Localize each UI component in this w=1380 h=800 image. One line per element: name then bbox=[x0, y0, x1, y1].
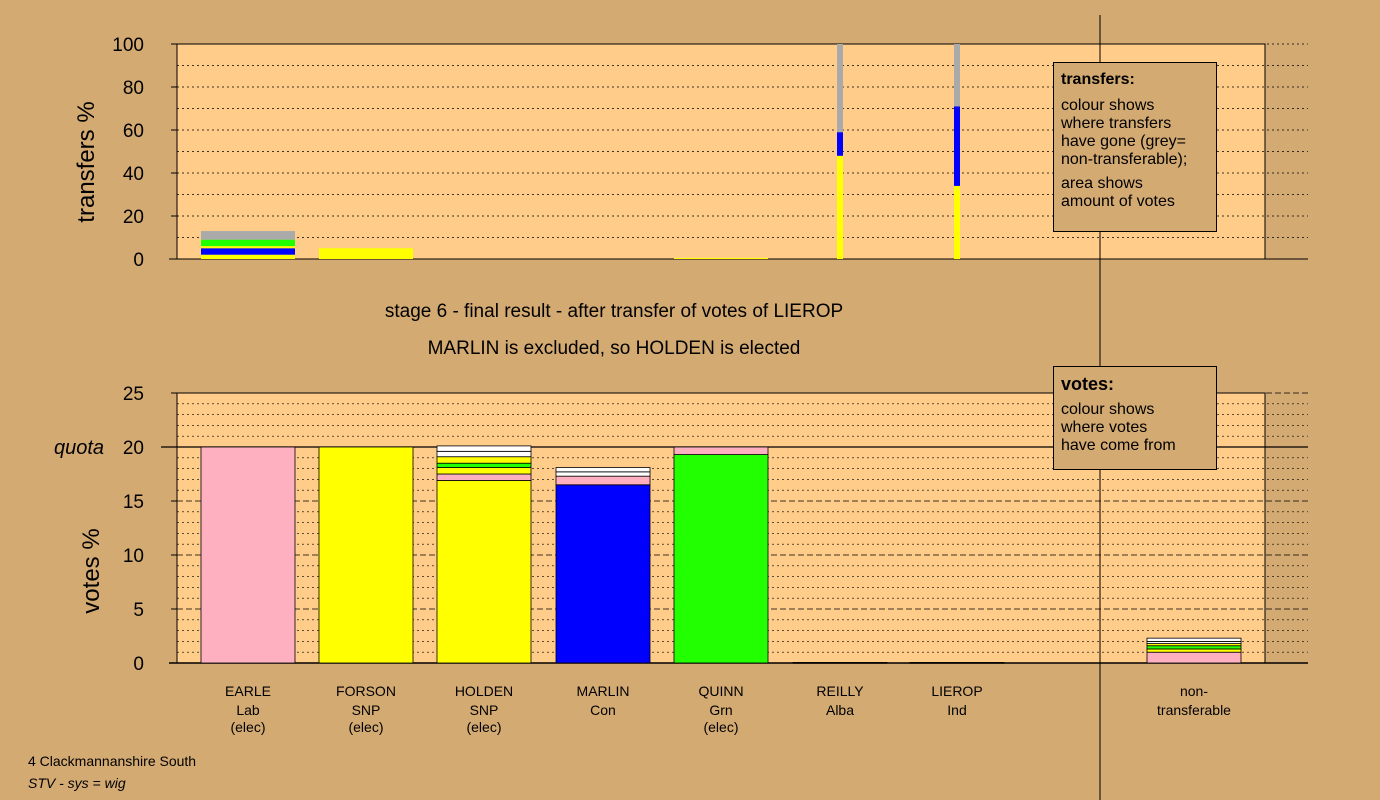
vote-bar-holden bbox=[436, 462, 532, 468]
candidate-party-label: SNP bbox=[470, 702, 499, 718]
transfer-segment-reilly bbox=[837, 132, 843, 156]
transfers-tick-label: 0 bbox=[133, 250, 144, 271]
vote-bar-quinn bbox=[673, 454, 769, 664]
constituency-label: 4 Clackmannanshire South bbox=[28, 753, 197, 769]
transfers-legend-line: amount of votes bbox=[1061, 193, 1175, 210]
transfers-tick-label: 20 bbox=[123, 207, 144, 228]
transfer-segment-earle bbox=[201, 246, 295, 249]
transfer-segment-earle bbox=[201, 239, 295, 247]
vote-bar-nontransferable bbox=[1146, 651, 1242, 664]
transfer-segment-lierop bbox=[954, 44, 960, 107]
transfer-segment-reilly bbox=[837, 155, 843, 259]
vote-bar-holden bbox=[436, 467, 532, 475]
vote-bar-holden bbox=[436, 473, 532, 481]
votes-tick-label: 15 bbox=[123, 492, 144, 513]
vote-bar-reilly bbox=[792, 662, 888, 664]
transfers-tick-label: 100 bbox=[112, 35, 144, 56]
transfers-legend-line: area shows bbox=[1061, 175, 1143, 192]
candidate-party-label: Lab bbox=[236, 702, 260, 718]
votes-tick-label: 10 bbox=[123, 546, 144, 567]
transfers-legend-line: where transfers bbox=[1061, 115, 1172, 132]
candidate-name-label: HOLDEN bbox=[455, 683, 513, 699]
transfers-tick-label: 80 bbox=[123, 78, 144, 99]
candidate-status-label: (elec) bbox=[703, 719, 738, 735]
transfer-segment-earle bbox=[201, 231, 295, 240]
votes-tick-label: 5 bbox=[133, 600, 144, 621]
candidate-party-label: SNP bbox=[352, 702, 381, 718]
vote-bar-holden bbox=[436, 445, 532, 452]
vote-bar-holden bbox=[436, 456, 532, 464]
vote-bar-marlin bbox=[555, 484, 651, 664]
transfer-segment-earle bbox=[201, 254, 295, 259]
votes-legend-line: have come from bbox=[1061, 437, 1176, 454]
candidate-party-label: Alba bbox=[826, 702, 854, 718]
candidate-name-label: REILLY bbox=[816, 683, 864, 699]
votes-axis-label: votes % bbox=[78, 528, 105, 613]
nontransferable-label: non- bbox=[1180, 683, 1208, 699]
transfers-legend-line: non-transferable); bbox=[1061, 151, 1188, 168]
candidate-status-label: (elec) bbox=[230, 719, 265, 735]
nontransferable-label: transferable bbox=[1157, 702, 1231, 718]
transfer-segment-quinn bbox=[674, 257, 768, 259]
candidate-name-label: MARLIN bbox=[577, 683, 630, 699]
candidate-name-label: EARLE bbox=[225, 683, 271, 699]
vote-bar-forson bbox=[318, 446, 414, 664]
candidate-name-label: QUINN bbox=[698, 683, 743, 699]
vote-bar-holden bbox=[436, 480, 532, 664]
candidate-status-label: (elec) bbox=[348, 719, 383, 735]
candidate-party-label: Ind bbox=[947, 702, 966, 718]
votes-legend: votes: colour shows where votes have com… bbox=[1053, 366, 1217, 470]
transfer-segment-lierop bbox=[954, 185, 960, 259]
candidate-name-label: LIEROP bbox=[931, 683, 982, 699]
transfer-segment-lierop bbox=[954, 106, 960, 186]
candidate-status-label: (elec) bbox=[466, 719, 501, 735]
votes-legend-title: votes: bbox=[1061, 374, 1115, 394]
transfers-axis-label: transfers % bbox=[73, 101, 100, 222]
candidate-name-label: FORSON bbox=[336, 683, 396, 699]
vote-bar-nontransferable bbox=[1146, 645, 1242, 650]
candidate-party-label: Grn bbox=[709, 702, 732, 718]
vote-bar-nontransferable bbox=[1146, 648, 1242, 653]
vote-bar-lierop bbox=[909, 662, 1005, 664]
transfers-tick-label: 40 bbox=[123, 164, 144, 185]
votes-tick-label: 20 bbox=[123, 438, 144, 459]
vote-bar-marlin bbox=[555, 467, 651, 473]
quota-label: quota bbox=[54, 437, 104, 459]
candidate-party-label: Con bbox=[590, 702, 616, 718]
transfers-tick-label: 60 bbox=[123, 121, 144, 142]
vote-bar-holden bbox=[436, 450, 532, 458]
votes-legend-line: colour shows bbox=[1061, 401, 1155, 418]
transfers-legend-title: transfers: bbox=[1061, 71, 1135, 88]
votes-tick-label: 25 bbox=[123, 384, 144, 405]
vote-bar-earle bbox=[200, 446, 296, 664]
transfers-legend: transfers: colour shows where transfers … bbox=[1053, 62, 1217, 232]
vote-bar-quinn bbox=[673, 446, 769, 455]
transfer-segment-forson bbox=[319, 248, 413, 259]
stage-title: stage 6 - final result - after transfer … bbox=[384, 301, 844, 322]
vote-bar-nontransferable bbox=[1146, 637, 1242, 642]
vote-bar-marlin bbox=[555, 471, 651, 477]
vote-bar-marlin bbox=[555, 475, 651, 486]
transfers-legend-line: colour shows bbox=[1061, 97, 1155, 114]
votes-legend-line: where votes bbox=[1061, 419, 1148, 436]
outcome-title: MARLIN is excluded, so HOLDEN is elected bbox=[427, 338, 801, 359]
transfers-legend-line: have gone (grey= bbox=[1061, 133, 1186, 150]
system-label: STV - sys = wig bbox=[28, 775, 126, 791]
votes-tick-label: 0 bbox=[133, 654, 144, 675]
transfer-segment-earle bbox=[201, 248, 295, 255]
transfer-segment-reilly bbox=[837, 44, 843, 133]
